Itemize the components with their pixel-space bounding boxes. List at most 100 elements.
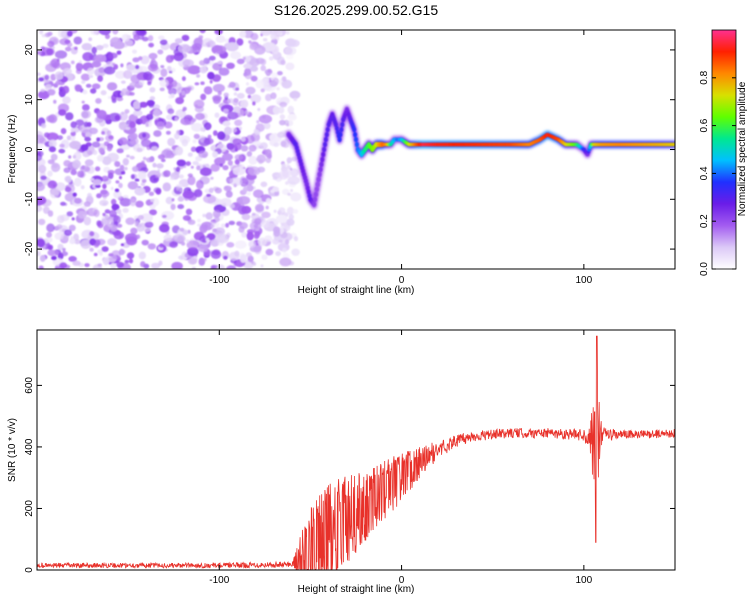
noise-speckle xyxy=(240,136,246,142)
noise-speckle xyxy=(66,135,71,141)
noise-speckle xyxy=(132,49,137,54)
y-tick-label: 20 xyxy=(24,44,35,56)
y-tick-label: 0 xyxy=(24,567,35,573)
noise-speckle xyxy=(265,205,269,210)
noise-speckle xyxy=(159,243,164,248)
noise-speckle xyxy=(89,247,94,252)
noise-speckle xyxy=(291,248,300,256)
ridge-point xyxy=(340,122,345,128)
noise-speckle xyxy=(142,71,153,81)
ridge-point xyxy=(323,136,328,143)
noise-speckle xyxy=(157,49,164,55)
noise-speckle xyxy=(121,80,126,84)
noise-speckle xyxy=(191,122,203,132)
noise-speckle xyxy=(75,68,82,75)
noise-speckle xyxy=(270,32,277,40)
noise-speckle xyxy=(270,77,275,81)
noise-speckle xyxy=(141,239,149,246)
noise-speckle xyxy=(199,60,206,66)
noise-speckle xyxy=(37,182,45,192)
noise-speckle xyxy=(80,242,85,247)
noise-speckle xyxy=(140,139,152,148)
noise-speckle xyxy=(288,214,294,220)
noise-speckle xyxy=(63,160,72,167)
noise-speckle xyxy=(93,252,98,257)
noise-speckle xyxy=(133,100,141,110)
noise-speckle xyxy=(54,50,68,59)
noise-speckle xyxy=(250,32,259,41)
noise-speckle xyxy=(56,224,63,230)
noise-speckle xyxy=(220,223,226,228)
noise-speckle xyxy=(214,45,227,55)
noise-speckle xyxy=(41,34,46,38)
noise-speckle xyxy=(237,196,251,205)
noise-speckle xyxy=(265,157,272,164)
noise-speckle xyxy=(290,192,302,202)
noise-speckle xyxy=(59,143,65,148)
noise-speckle xyxy=(101,131,105,135)
noise-speckle xyxy=(149,204,156,210)
noise-speckle xyxy=(159,223,170,233)
noise-speckle xyxy=(46,48,54,56)
noise-speckle xyxy=(206,193,211,197)
noise-speckle xyxy=(98,67,105,74)
noise-speckle xyxy=(202,213,206,218)
noise-speckle xyxy=(174,132,180,140)
noise-speckle xyxy=(106,130,112,136)
noise-speckle xyxy=(286,30,290,35)
noise-speckle xyxy=(81,80,86,84)
noise-speckle xyxy=(244,72,253,80)
noise-speckle xyxy=(123,70,133,79)
noise-speckle xyxy=(125,127,131,130)
noise-speckle xyxy=(106,144,113,152)
noise-speckle xyxy=(114,160,120,167)
noise-speckle xyxy=(235,240,247,249)
noise-speckle xyxy=(223,185,232,192)
noise-speckle xyxy=(138,251,146,260)
noise-speckle xyxy=(287,113,297,121)
noise-speckle xyxy=(102,43,109,48)
noise-speckle xyxy=(114,188,120,193)
noise-speckle xyxy=(229,203,235,209)
noise-speckle xyxy=(118,137,128,146)
noise-speckle xyxy=(114,114,121,121)
noise-speckle xyxy=(234,159,240,165)
snr-y-label: SNR (10 * v/v) xyxy=(7,418,18,482)
noise-speckle xyxy=(293,236,299,242)
noise-speckle xyxy=(159,87,165,92)
noise-speckle xyxy=(129,155,135,160)
noise-speckle xyxy=(183,118,189,124)
noise-speckle xyxy=(152,162,157,168)
noise-speckle xyxy=(175,166,181,172)
noise-speckle xyxy=(108,253,114,257)
noise-speckle xyxy=(186,239,190,243)
noise-speckle xyxy=(77,170,85,178)
noise-speckle xyxy=(152,109,161,117)
noise-speckle xyxy=(287,176,300,185)
noise-speckle xyxy=(185,161,191,167)
noise-speckle xyxy=(198,150,209,158)
noise-speckle xyxy=(140,182,145,187)
noise-speckle xyxy=(148,52,158,60)
noise-speckle xyxy=(174,116,179,122)
noise-speckle xyxy=(126,154,130,158)
noise-speckle xyxy=(239,30,247,38)
noise-speckle xyxy=(101,246,109,252)
noise-speckle xyxy=(192,161,199,166)
noise-speckle xyxy=(38,164,47,174)
noise-speckle xyxy=(72,159,81,169)
noise-speckle xyxy=(91,60,102,68)
noise-speckle xyxy=(57,243,64,251)
noise-speckle xyxy=(287,192,291,196)
noise-speckle xyxy=(191,43,202,51)
noise-speckle xyxy=(116,148,124,154)
noise-speckle xyxy=(208,55,216,61)
noise-speckle xyxy=(47,249,55,256)
x-tick-label: 0 xyxy=(399,575,405,586)
noise-speckle xyxy=(120,63,124,68)
noise-speckle xyxy=(127,181,139,190)
noise-speckle xyxy=(89,231,95,237)
noise-speckle xyxy=(240,99,249,109)
noise-speckle xyxy=(225,190,233,198)
noise-speckle xyxy=(181,90,186,96)
